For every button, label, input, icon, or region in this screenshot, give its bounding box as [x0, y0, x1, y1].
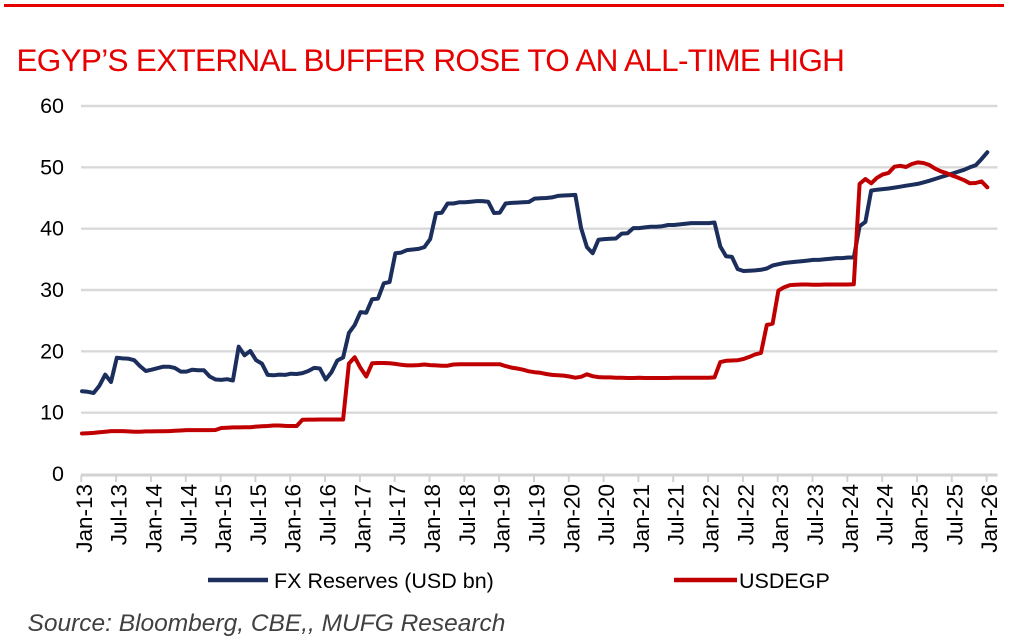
svg-text:Jul-17: Jul-17	[385, 484, 410, 545]
svg-text:Jan-19: Jan-19	[490, 484, 515, 553]
svg-text:Jan-21: Jan-21	[629, 484, 654, 553]
svg-text:Jul-25: Jul-25	[942, 484, 967, 545]
svg-text:Jul-22: Jul-22	[733, 484, 758, 545]
svg-text:Jan-25: Jan-25	[908, 484, 933, 553]
svg-text:Jul-23: Jul-23	[803, 484, 828, 545]
svg-text:Jul-13: Jul-13	[107, 484, 132, 545]
svg-text:Jul-19: Jul-19	[525, 484, 550, 545]
svg-text:20: 20	[40, 339, 64, 363]
svg-text:Jul-14: Jul-14	[176, 484, 201, 545]
svg-text:Jan-17: Jan-17	[350, 484, 375, 553]
svg-text:Jul-24: Jul-24	[873, 484, 898, 545]
svg-text:50: 50	[40, 155, 64, 179]
svg-text:Jan-20: Jan-20	[559, 484, 584, 553]
svg-text:Jul-21: Jul-21	[664, 484, 689, 545]
svg-text:Jan-22: Jan-22	[699, 484, 724, 553]
svg-text:Jul-15: Jul-15	[246, 484, 271, 545]
svg-text:40: 40	[40, 217, 64, 241]
svg-text:Jan-23: Jan-23	[768, 484, 793, 553]
svg-text:60: 60	[40, 94, 64, 118]
svg-text:Jul-18: Jul-18	[455, 484, 480, 545]
svg-text:Jan-13: Jan-13	[72, 484, 97, 553]
svg-text:Jan-16: Jan-16	[281, 484, 306, 553]
svg-text:Jul-20: Jul-20	[594, 484, 619, 545]
svg-text:Jan-15: Jan-15	[211, 484, 236, 553]
svg-text:Jan-14: Jan-14	[141, 484, 166, 553]
svg-text:Jan-26: Jan-26	[977, 484, 1002, 553]
svg-text:Jul-16: Jul-16	[316, 484, 341, 545]
svg-text:10: 10	[40, 401, 64, 425]
svg-text:30: 30	[40, 278, 64, 302]
svg-text:Jan-18: Jan-18	[420, 484, 445, 553]
svg-text:Jan-24: Jan-24	[838, 484, 863, 553]
svg-text:0: 0	[52, 462, 64, 486]
